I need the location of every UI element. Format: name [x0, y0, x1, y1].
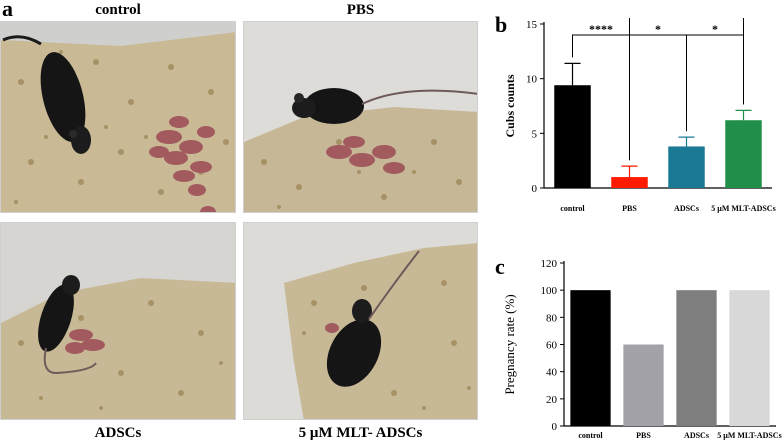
- photo-mlt-adscs-image: [244, 223, 477, 419]
- pups: [325, 323, 339, 333]
- adult-mouse: [326, 250, 420, 387]
- photo-caption-control: control: [95, 2, 141, 18]
- bar: [729, 290, 770, 426]
- panel-label-a: a: [2, 0, 13, 21]
- bar: [676, 290, 717, 426]
- x-tick-label: ADSCs: [684, 431, 709, 440]
- x-tick-label: 5 μM MLT-ADSCs: [717, 431, 781, 440]
- photo-adscs: [0, 222, 236, 420]
- bar: [668, 146, 705, 188]
- y-tick-label: 20: [546, 394, 558, 406]
- photo-caption-adscs: ADSCs: [94, 425, 142, 441]
- y-tick-label: 5: [532, 128, 538, 140]
- chart-cubs-counts: 0 5 10 15 Cubs counts control PBS ADSCs 5 μM MLT…: [503, 18, 776, 213]
- y-tick-label: 120: [541, 258, 558, 270]
- photo-caption-mlt-adscs: 5 μM MLT- ADSCs: [298, 425, 423, 441]
- photo-caption-pbs: PBS: [346, 2, 375, 18]
- bar: [554, 85, 591, 188]
- bedding-texture: [261, 139, 462, 209]
- x-tick-label: control: [578, 431, 603, 440]
- y-tick-label: 10: [526, 74, 538, 86]
- significance-label: *: [655, 22, 661, 36]
- pups: [65, 329, 105, 354]
- adult-mouse: [38, 275, 97, 375]
- y-tick-label: 60: [546, 340, 558, 352]
- bedding-texture: [18, 300, 223, 410]
- pups: [326, 136, 405, 174]
- significance-label: ****: [589, 22, 613, 36]
- y-tick-label: 40: [546, 367, 558, 379]
- photo-pbs-image: [244, 22, 477, 212]
- x-tick-label: control: [560, 204, 585, 213]
- adult-mouse: [2, 35, 91, 154]
- x-tick-label: PBS: [622, 204, 637, 213]
- photo-control: [0, 21, 236, 213]
- x-tick-label: 5 μM MLT-ADSCs: [711, 204, 775, 213]
- chart-pregnancy-rate: 0 20 40 60 80 100 120 Pregnancy rate (%) control…: [502, 258, 782, 440]
- x-tick-label: ADSCs: [674, 204, 699, 213]
- photo-adscs-image: [1, 223, 235, 419]
- y-axis-label: Cubs counts: [503, 74, 517, 137]
- y-tick-label: 100: [541, 285, 558, 297]
- bar: [725, 120, 762, 188]
- significance-bracket: [629, 18, 744, 161]
- significance-bracket: [629, 34, 687, 161]
- adult-mouse: [292, 88, 477, 124]
- bar: [570, 290, 611, 426]
- y-tick-label: 0: [532, 183, 538, 195]
- significance-bracket: [686, 34, 744, 132]
- significance-label: *: [712, 22, 718, 36]
- y-tick-label: 80: [546, 312, 558, 324]
- bar: [623, 344, 664, 426]
- photo-control-image: [1, 22, 235, 212]
- x-tick-label: PBS: [636, 431, 651, 440]
- bedding-texture: [14, 50, 229, 204]
- y-tick-label: 15: [526, 19, 538, 31]
- y-axis-label: Pregnancy rate (%): [502, 294, 517, 394]
- y-tick-label: 0: [552, 421, 558, 433]
- bar: [611, 177, 648, 188]
- photo-pbs: [243, 21, 478, 213]
- panel-label-c: c: [495, 254, 505, 279]
- panel-label-b: b: [495, 12, 508, 37]
- pups: [149, 116, 216, 212]
- photo-mlt-adscs: [243, 222, 478, 420]
